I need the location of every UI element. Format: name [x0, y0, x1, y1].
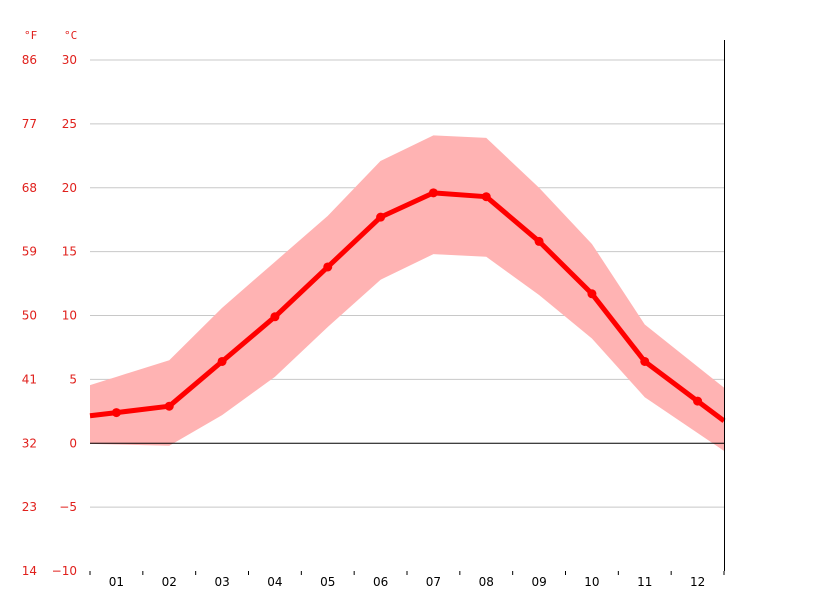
average-data-point [640, 356, 650, 366]
x-tick-label: 11 [637, 575, 652, 589]
y-tick-label-celsius: 30 [62, 53, 77, 67]
x-tick-label: 04 [267, 575, 282, 589]
y-tick-label-celsius: 10 [62, 309, 77, 323]
min-max-band [90, 135, 724, 451]
y-tick-label-fahrenheit: 86 [22, 53, 37, 67]
y-tick-label-celsius: 5 [69, 372, 77, 386]
average-data-point [534, 236, 544, 246]
y-tick-label-fahrenheit: 14 [22, 564, 37, 578]
y-tick-label-celsius: 0 [69, 436, 77, 450]
average-data-point [111, 408, 121, 418]
x-tick-label: 07 [426, 575, 441, 589]
average-data-point [164, 401, 174, 411]
axis-layer [89, 40, 725, 575]
y-tick-label-celsius: 20 [62, 181, 77, 195]
x-tick-label: 09 [531, 575, 546, 589]
average-data-point [693, 396, 703, 406]
band-layer [90, 135, 724, 451]
average-data-point [481, 192, 491, 202]
y-tick-label-celsius: −10 [52, 564, 77, 578]
x-tick-label: 08 [479, 575, 494, 589]
average-data-point [217, 356, 227, 366]
y-tick-label-celsius: 25 [62, 117, 77, 131]
x-tick-label: 05 [320, 575, 335, 589]
average-data-point [428, 188, 438, 198]
x-tick-label: 02 [162, 575, 177, 589]
y-tick-label-fahrenheit: 32 [22, 436, 37, 450]
unit-fahrenheit-label: °F [24, 29, 37, 42]
average-series-line [89, 190, 726, 423]
x-tick-label: 06 [373, 575, 388, 589]
y-tick-label-fahrenheit: 59 [22, 245, 37, 259]
y-tick-label-fahrenheit: 23 [22, 500, 37, 514]
grid-layer [90, 59, 724, 508]
y-tick-label-fahrenheit: 41 [22, 372, 37, 386]
label-layer: °F °C 86 30 77 25 68 20 59 15 50 10 41 5 32 0 23 −5 14 −1… [22, 29, 706, 589]
x-tick-label: 10 [584, 575, 599, 589]
y-tick-label-celsius: −5 [59, 500, 77, 514]
unit-celsius-label: °C [64, 29, 77, 42]
average-data-point [270, 312, 280, 322]
line-layer [89, 188, 726, 423]
x-tick-label: 03 [214, 575, 229, 589]
average-data-point [376, 212, 386, 222]
x-tick-label: 12 [690, 575, 705, 589]
x-tick-label: 01 [109, 575, 124, 589]
y-tick-label-celsius: 15 [62, 245, 77, 259]
y-tick-label-fahrenheit: 68 [22, 181, 37, 195]
average-data-point [323, 262, 333, 272]
y-tick-label-fahrenheit: 77 [22, 117, 37, 131]
y-tick-label-fahrenheit: 50 [22, 309, 37, 323]
average-data-point [587, 289, 597, 299]
